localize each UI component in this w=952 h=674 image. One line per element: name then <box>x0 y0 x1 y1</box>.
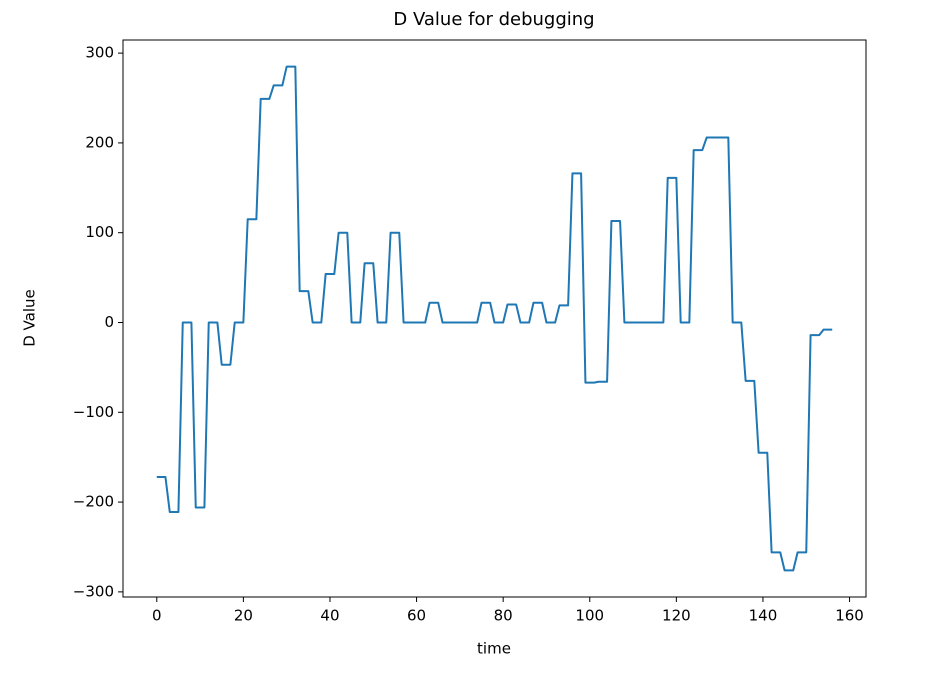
x-tick-label: 0 <box>152 607 162 625</box>
x-tick-label: 160 <box>835 607 864 625</box>
x-tick-label: 60 <box>407 607 426 625</box>
y-tick-label: 100 <box>85 223 114 241</box>
x-tick-label: 20 <box>234 607 253 625</box>
y-tick-label: −200 <box>73 493 114 511</box>
y-tick-label: −100 <box>73 403 114 421</box>
x-tick-label: 140 <box>749 607 778 625</box>
x-tick-label: 80 <box>494 607 513 625</box>
y-tick-label: 0 <box>104 313 114 331</box>
y-axis-label: D Value <box>21 289 39 347</box>
y-tick-label: −300 <box>73 582 114 600</box>
y-tick-label: 300 <box>85 44 114 62</box>
data-line <box>156 65 833 572</box>
x-axis-label: time <box>477 640 511 658</box>
x-tick-label: 100 <box>575 607 604 625</box>
x-tick-label: 40 <box>320 607 339 625</box>
x-tick-label: 120 <box>662 607 691 625</box>
y-tick-label: 200 <box>85 133 114 151</box>
chart-title: D Value for debugging <box>393 9 594 30</box>
plot-frame <box>122 39 867 598</box>
